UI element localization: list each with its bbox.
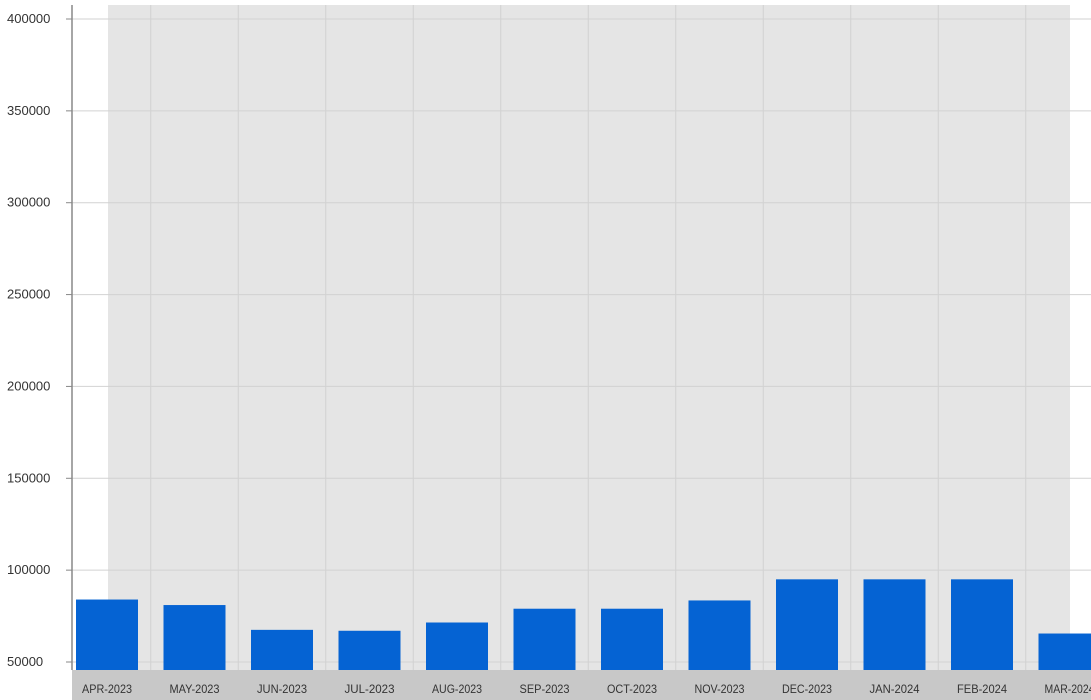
y-tick-label: 250000 [7, 287, 50, 302]
bar-sep-2023 [513, 608, 576, 670]
y-tick-label: 350000 [7, 103, 50, 118]
bar-mar-2024 [1038, 633, 1091, 670]
bar-dec-2023 [776, 579, 838, 670]
bar-jan-2024 [863, 579, 926, 670]
y-tick-label: 200000 [7, 378, 50, 393]
bar-feb-2024 [951, 579, 1013, 670]
y-tick-label: 50000 [7, 654, 43, 669]
x-tick-label: DEC-2023 [782, 682, 832, 696]
x-tick-label: MAR-2024 [1045, 682, 1091, 696]
x-tick-label: JUN-2023 [257, 682, 307, 696]
x-tick-label: JUL-2023 [345, 682, 395, 696]
bar-nov-2023 [688, 600, 751, 670]
x-tick-label: JAN-2024 [870, 682, 920, 696]
y-tick-label: 300000 [7, 195, 50, 210]
y-axis-ticks: 50000 100000 150000 200000 250000 300000 35000… [7, 11, 72, 669]
bar-apr-2023 [76, 599, 138, 670]
x-tick-label: OCT-2023 [607, 682, 657, 696]
y-tick-label: 100000 [7, 562, 50, 577]
bar-jul-2023 [338, 630, 401, 670]
y-tick-label: 400000 [7, 11, 50, 26]
x-axis-label-band [72, 670, 1091, 700]
x-tick-label: FEB-2024 [957, 682, 1007, 696]
x-tick-label: NOV-2023 [695, 682, 745, 696]
bar-jun-2023 [251, 629, 313, 670]
x-tick-label: MAY-2023 [170, 682, 220, 696]
bar-aug-2023 [426, 622, 488, 670]
gridlines [72, 5, 1091, 670]
bar-oct-2023 [601, 608, 663, 670]
y-tick-label: 150000 [7, 470, 50, 485]
x-tick-label: AUG-2023 [432, 682, 482, 696]
bars [76, 579, 1091, 670]
x-axis-ticks: APR-2023 MAY-2023 JUN-2023 JUL-2023 AUG-2023… [82, 682, 1091, 696]
bar-may-2023 [163, 605, 226, 670]
x-tick-label: SEP-2023 [520, 682, 570, 696]
x-tick-label: APR-2023 [82, 682, 132, 696]
plot-background [108, 5, 1070, 670]
